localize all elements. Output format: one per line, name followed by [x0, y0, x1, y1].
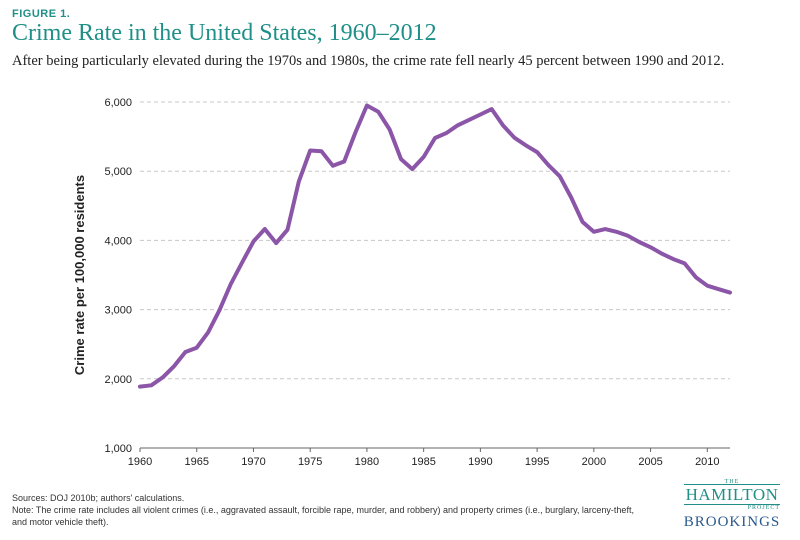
x-tick-label: 1970: [241, 456, 265, 468]
definition-note-line-1: Note: The crime rate includes all violen…: [12, 505, 634, 515]
logo-hamilton-text: HAMILTON: [684, 484, 780, 505]
hamilton-brookings-logo: THE HAMILTON PROJECT BROOKINGS: [670, 478, 794, 534]
x-tick-label: 2005: [638, 456, 662, 468]
x-axis-ticks: 1960 1965 1970 1975 1980 1985 1990 1995 2000 2005…: [128, 448, 720, 468]
x-tick-label: 1965: [184, 456, 208, 468]
y-tick-label: 2,000: [104, 374, 132, 386]
figure-label: FIGURE 1.: [12, 8, 71, 20]
x-tick-label: 1985: [411, 456, 435, 468]
y-tick-label: 1,000: [104, 443, 132, 455]
x-tick-label: 2010: [695, 456, 719, 468]
y-axis-ticks: 1,000 2,000 3,000 4,000 5,000 6,000: [104, 97, 132, 455]
y-axis-label: Crime rate per 100,000 residents: [72, 175, 87, 375]
x-tick-label: 1980: [355, 456, 379, 468]
y-tick-label: 5,000: [104, 166, 132, 178]
chart-subtitle: After being particularly elevated during…: [12, 53, 725, 69]
y-tick-label: 3,000: [104, 305, 132, 317]
grid-lines: [140, 101, 730, 449]
series-layer: [138, 103, 732, 389]
definition-note-line-2: and motor vehicle theft).: [12, 517, 109, 527]
x-tick-label: 2000: [582, 456, 606, 468]
sources-note: Sources: DOJ 2010b; authors' calculation…: [12, 493, 185, 503]
chart-title: Crime Rate in the United States, 1960–20…: [12, 20, 437, 46]
chart-footer: Sources: DOJ 2010b; authors' calculation…: [12, 492, 672, 528]
logo-the-text: THE: [724, 479, 740, 485]
logo-project-text: PROJECT: [747, 505, 780, 511]
y-tick-label: 6,000: [104, 97, 132, 109]
logo-brookings-text: BROOKINGS: [683, 514, 781, 530]
x-tick-label: 1960: [128, 456, 152, 468]
y-tick-label: 4,000: [104, 235, 132, 247]
x-tick-label: 1995: [525, 456, 549, 468]
crime-rate-series-line: [138, 103, 732, 389]
x-tick-label: 1975: [298, 456, 322, 468]
x-tick-label: 1990: [468, 456, 492, 468]
